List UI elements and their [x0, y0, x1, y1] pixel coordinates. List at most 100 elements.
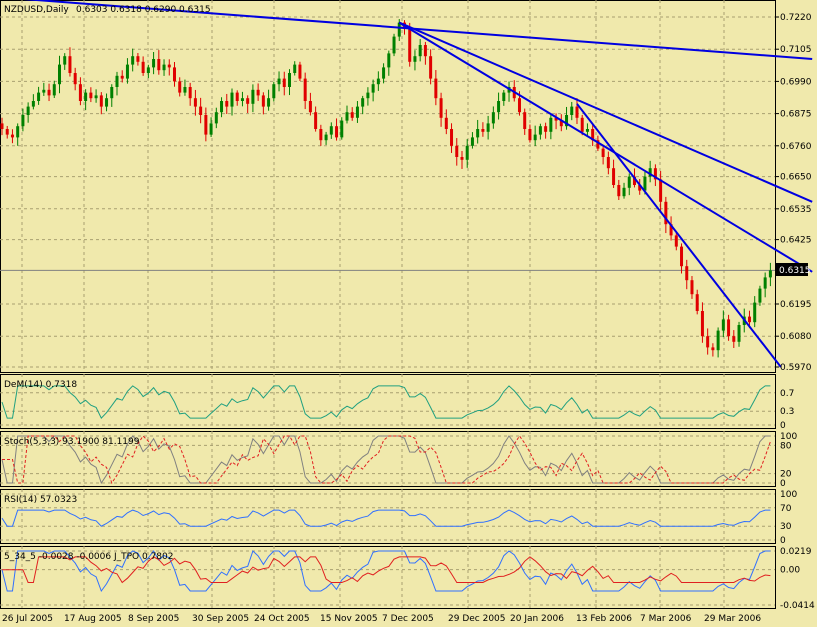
candle-body — [376, 78, 380, 85]
ind-y-tick-label: -0.0414 — [780, 601, 815, 611]
indicator-layer — [1, 385, 771, 593]
y-tick-label: 0.5970 — [780, 363, 812, 373]
candle-body — [105, 98, 109, 107]
x-tick-label: 20 Jan 2006 — [510, 614, 564, 624]
candle-body — [26, 106, 30, 115]
indicator-line-3 — [1, 509, 771, 527]
candle-body — [94, 95, 98, 99]
candle-body — [256, 89, 260, 96]
candle-body — [627, 176, 631, 188]
candles-layer — [0, 19, 772, 358]
candle-body — [261, 95, 265, 107]
candle-body — [73, 73, 77, 85]
candle-body — [52, 84, 56, 96]
candle-body — [199, 106, 203, 115]
candle-body — [345, 112, 349, 121]
x-tick-label: 8 Sep 2005 — [128, 614, 179, 624]
candle-body — [324, 134, 328, 141]
candle-body — [141, 61, 145, 73]
candle-body — [491, 112, 495, 124]
candle-body — [162, 64, 166, 71]
candle-body — [585, 129, 589, 132]
axis-layer: 26 Jul 2005 17 Aug 2005 8 Sep 2005 30 Sep 2… — [2, 13, 815, 624]
current-price-tag-bg — [776, 263, 808, 276]
ind-y-tick-label: 70 — [780, 504, 792, 514]
x-tick-label: 30 Sep 2005 — [192, 614, 249, 624]
candle-body — [758, 288, 762, 303]
candle-body — [392, 36, 396, 54]
candle-body — [523, 112, 527, 129]
candle-body — [209, 123, 213, 135]
y-tick-label: 0.6535 — [780, 205, 812, 215]
trendline-2 — [398, 21, 813, 203]
candle-body — [408, 28, 412, 62]
candle-body — [314, 112, 318, 129]
x-tick-label: 15 Nov 2005 — [320, 614, 378, 624]
y-tick-label: 0.7220 — [780, 13, 812, 23]
candle-body — [606, 157, 610, 169]
candle-body — [78, 84, 82, 101]
candle-body — [653, 168, 657, 180]
candle-body — [115, 75, 119, 87]
candle-body — [157, 59, 161, 71]
candle-body — [308, 101, 312, 113]
candle-body — [188, 87, 192, 99]
panel-border-4 — [0, 546, 776, 609]
candle-body — [361, 98, 365, 107]
candle-body — [5, 129, 9, 135]
candle-body — [89, 92, 93, 99]
candle-body — [706, 336, 710, 348]
candle-body — [21, 115, 25, 127]
candle-body — [747, 316, 751, 323]
ind-y-tick-label: 0.0219 — [780, 547, 812, 557]
candle-body — [10, 134, 14, 138]
candle-body — [638, 185, 642, 191]
symbol-label: NZDUSD,Daily — [4, 5, 69, 15]
x-tick-label: 29 Mar 2006 — [704, 614, 761, 624]
candle-body — [680, 246, 684, 267]
candle-body — [549, 117, 553, 132]
candle-body — [214, 112, 218, 124]
candle-body — [204, 115, 208, 135]
x-tick-label: 7 Dec 2005 — [382, 614, 434, 624]
candle-body — [329, 126, 333, 135]
candle-body — [120, 75, 124, 79]
candle-body — [554, 117, 558, 121]
y-tick-label: 0.6425 — [780, 236, 812, 246]
candle-body — [690, 280, 694, 295]
y-tick-label: 0.6760 — [780, 142, 812, 152]
x-tick-label: 29 Dec 2005 — [448, 614, 506, 624]
indicator-line-2 — [1, 435, 771, 485]
ind-y-tick-label: 80 — [780, 441, 792, 451]
candle-body — [37, 92, 41, 101]
y-tick-label: 0.6650 — [780, 173, 812, 183]
candle-body — [434, 78, 438, 99]
candle-body — [470, 137, 474, 146]
x-tick-label: 24 Oct 2005 — [254, 614, 310, 624]
candle-body — [580, 117, 584, 132]
rsi-label: RSI(14) 57.0323 — [4, 495, 77, 505]
candle-body — [685, 266, 689, 281]
candle-body — [612, 168, 616, 185]
candle-body — [659, 179, 663, 202]
candle-body — [146, 67, 150, 73]
ind-y-tick-label: 0.00 — [780, 566, 800, 576]
candle-body — [371, 84, 375, 93]
candle-body — [716, 330, 720, 351]
candle-body — [167, 64, 171, 68]
candle-body — [565, 115, 569, 127]
current-price-tag: 0.6315 — [779, 266, 811, 276]
candle-body — [246, 98, 250, 104]
ind-y-tick-label: 30 — [780, 522, 792, 532]
candle-body — [695, 294, 699, 311]
y-tick-label: 0.7105 — [780, 45, 812, 55]
candle-body — [0, 123, 4, 129]
candle-body — [768, 270, 772, 278]
candle-body — [287, 73, 291, 87]
trendlines-layer — [23, 0, 813, 368]
candle-body — [31, 101, 35, 107]
candle-body — [559, 120, 563, 127]
candle-body — [591, 129, 595, 141]
panel-border-2 — [0, 431, 776, 487]
candle-body — [711, 347, 715, 351]
